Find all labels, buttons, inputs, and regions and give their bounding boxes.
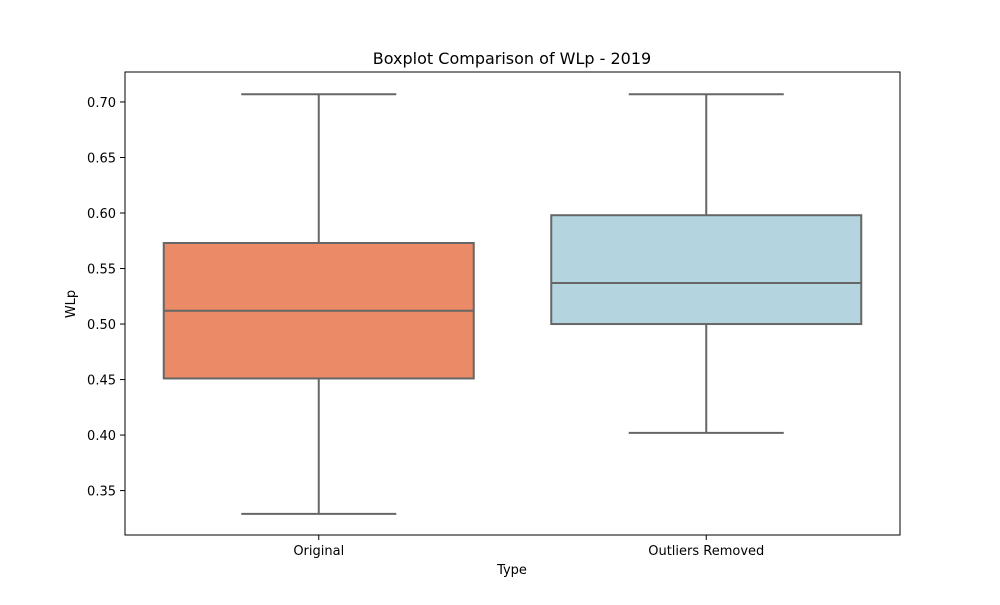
box-iqr bbox=[550, 214, 863, 326]
y-axis-label: WLp bbox=[64, 290, 79, 318]
x-axis-label: Type bbox=[496, 563, 527, 578]
y-tick-label: 0.50 bbox=[87, 318, 116, 333]
y-tick-label: 0.55 bbox=[87, 263, 116, 278]
x-tick-label: Outliers Removed bbox=[648, 544, 764, 559]
box-group bbox=[550, 93, 863, 434]
box-group bbox=[162, 93, 475, 515]
plot-frame bbox=[124, 71, 901, 536]
y-tick-label: 0.70 bbox=[87, 96, 116, 111]
chart-title: Boxplot Comparison of WLp - 2019 bbox=[373, 49, 651, 68]
y-tick-label: 0.35 bbox=[87, 485, 116, 500]
y-tick-label: 0.40 bbox=[87, 429, 116, 444]
y-tick-label: 0.60 bbox=[87, 207, 116, 222]
x-tick-label: Original bbox=[293, 544, 344, 559]
y-tick-label: 0.45 bbox=[87, 374, 116, 389]
y-tick-label: 0.65 bbox=[87, 151, 116, 166]
